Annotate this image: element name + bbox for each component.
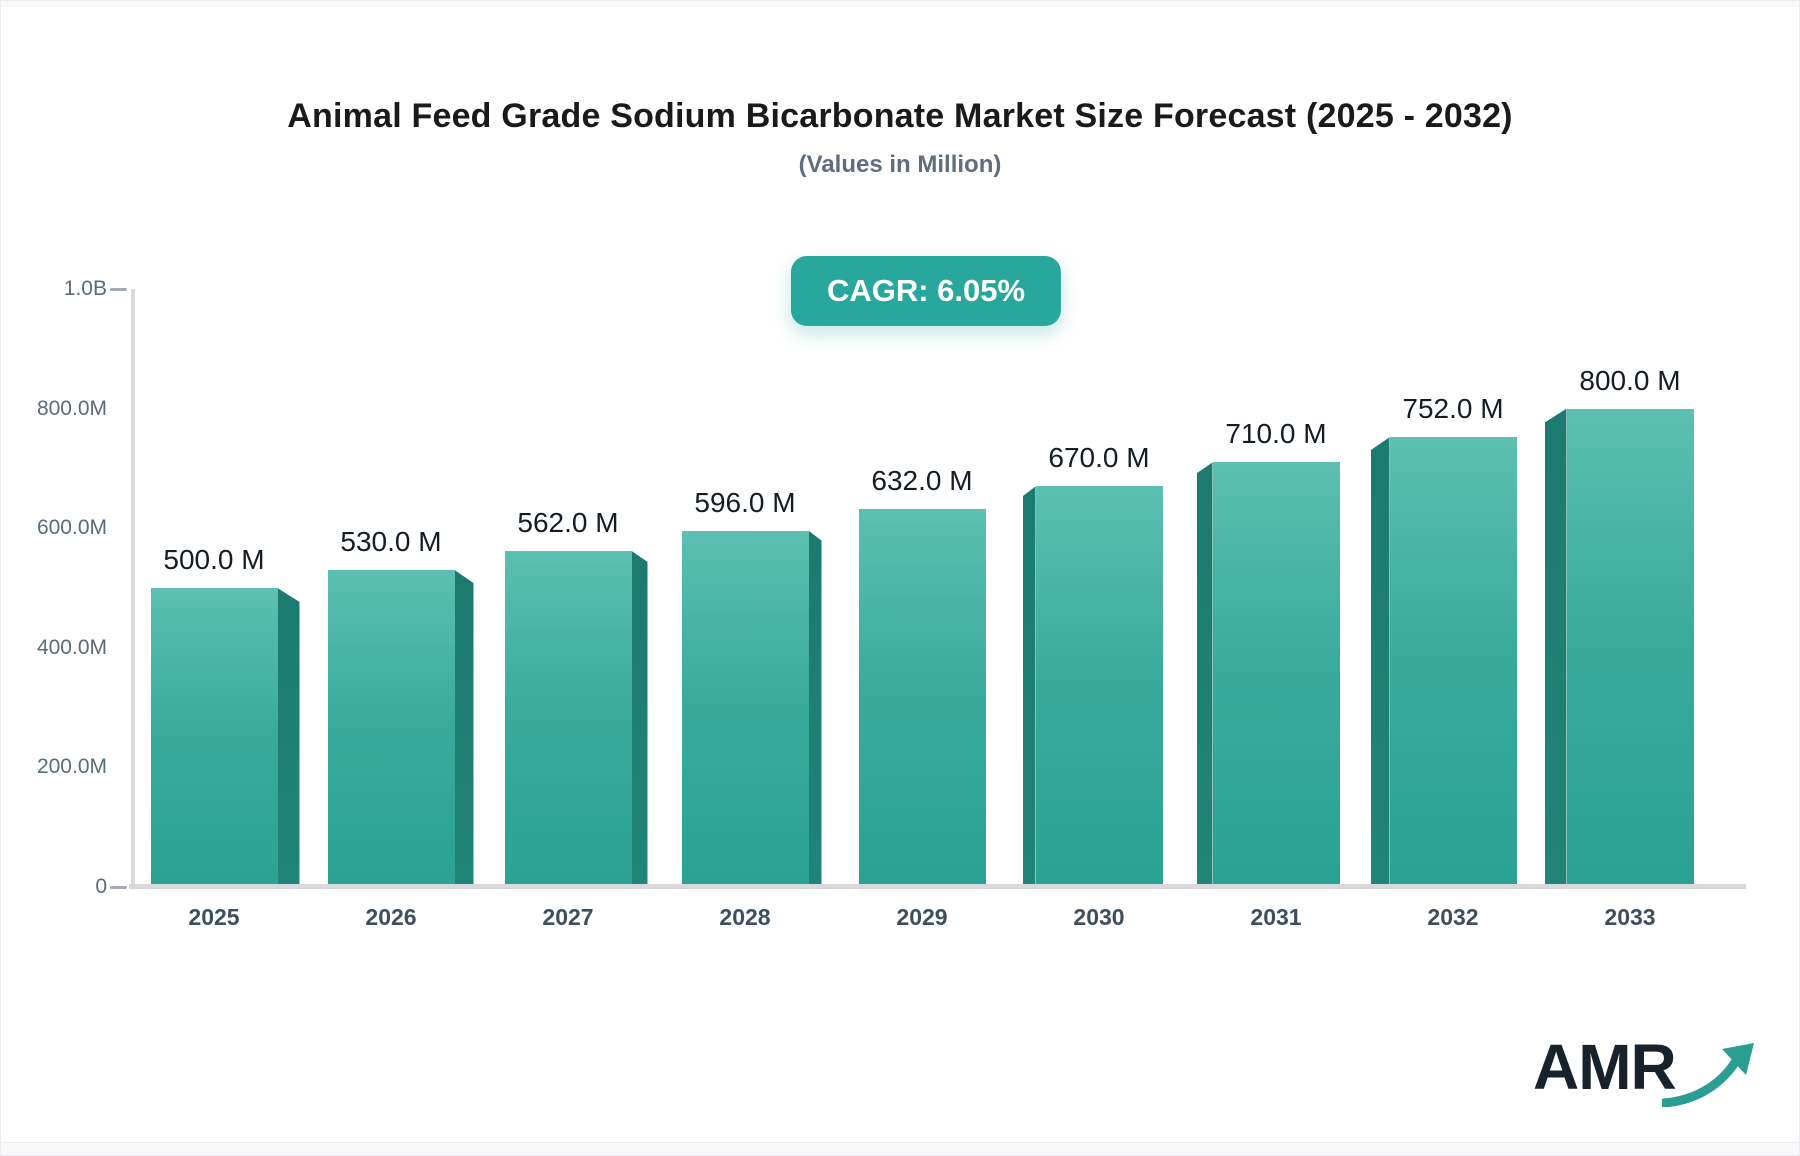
y-axis-tick-label: 600.0M — [36, 516, 107, 540]
bar-value-label: 710.0 M — [1225, 418, 1327, 450]
x-axis-label: 2028 — [719, 904, 771, 930]
x-axis-label: 2032 — [1427, 904, 1479, 930]
bar-value-label: 632.0 M — [871, 465, 973, 497]
amr-logo: AMR — [1533, 1035, 1762, 1107]
y-axis-tick-label: 0 — [95, 875, 107, 898]
bar-value-label: 500.0 M — [163, 544, 265, 575]
bar-value-label: 596.0 M — [694, 486, 796, 518]
bar-value-label: 800.0 M — [1579, 364, 1681, 396]
x-axis-label: 2025 — [188, 904, 240, 930]
x-axis-label: 2031 — [1250, 904, 1302, 930]
bar-side-face — [1544, 408, 1567, 884]
x-axis-label: 2029 — [896, 904, 948, 930]
bar-value-label: 752.0 M — [1402, 393, 1504, 425]
bar-2033 — [1566, 408, 1694, 884]
bar-2025 — [150, 588, 278, 884]
bar-2026 — [327, 570, 455, 884]
cagr-badge: CAGR: 6.05% — [790, 256, 1062, 326]
bar-2032 — [1389, 437, 1517, 884]
x-axis-label: 2030 — [1073, 904, 1125, 930]
bar-value-label: 562.0 M — [517, 506, 619, 538]
x-axis-line — [129, 884, 1746, 889]
y-axis-tick-mark — [110, 886, 127, 889]
bar-2031 — [1212, 462, 1340, 884]
bar-value-label: 530.0 M — [340, 526, 442, 558]
bar-side-face — [1196, 462, 1213, 884]
y-axis-tick-label: 200.0M — [36, 755, 107, 779]
bottom-frame-strip — [1, 1142, 1799, 1155]
page-title: Animal Feed Grade Sodium Bicarbonate Mar… — [287, 97, 1513, 135]
bar-side-face — [277, 588, 300, 884]
y-axis-tick-label: 800.0M — [36, 396, 107, 420]
bar-2027 — [504, 550, 632, 884]
x-axis-label: 2033 — [1604, 904, 1656, 930]
bar-side-face — [1370, 437, 1390, 884]
y-axis-line — [131, 289, 135, 887]
y-axis-tick-label: 1.0B — [63, 277, 107, 300]
x-axis-label: 2026 — [365, 904, 417, 930]
bar-side-face — [631, 550, 648, 884]
amr-logo-text: AMR — [1533, 1031, 1677, 1103]
bar-2029 — [858, 509, 986, 884]
page-subtitle: (Values in Million) — [798, 151, 1002, 178]
bar-side-face — [454, 570, 474, 884]
bar-side-face — [1022, 486, 1036, 884]
x-axis-label: 2027 — [542, 904, 594, 930]
bar-2028 — [681, 530, 809, 884]
bar-2030 — [1035, 486, 1163, 884]
y-axis-tick-label: 400.0M — [36, 635, 107, 659]
bar-value-label: 670.0 M — [1048, 442, 1150, 474]
growth-arrow-icon — [1661, 1043, 1754, 1107]
top-frame-strip — [1, 1, 1799, 7]
bar-side-face — [808, 530, 822, 884]
y-axis-tick-mark — [110, 288, 127, 291]
